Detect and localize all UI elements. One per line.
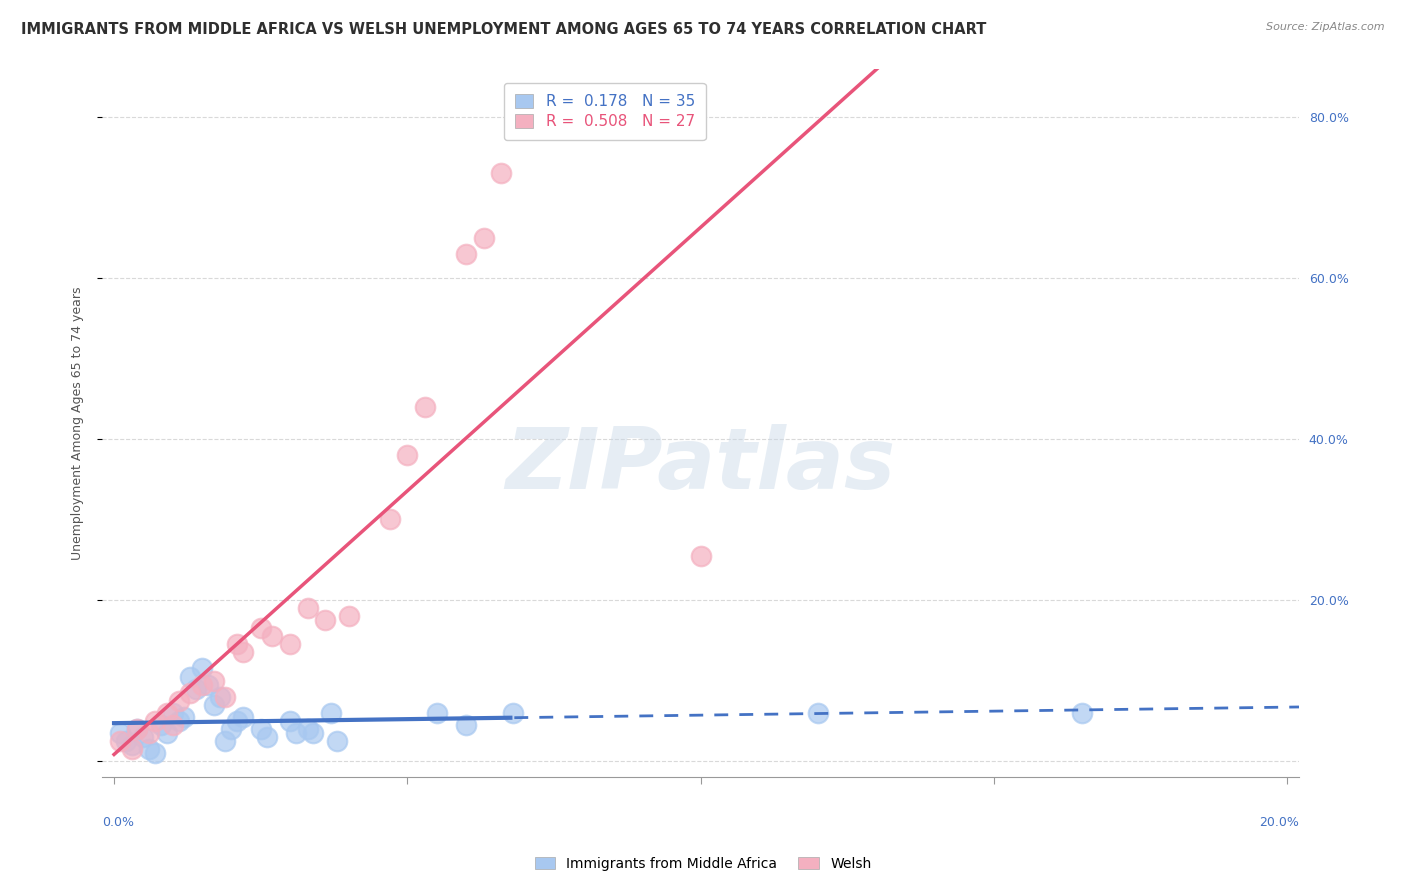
Point xyxy=(319,706,342,720)
Point xyxy=(314,613,336,627)
Point xyxy=(197,677,219,691)
Point xyxy=(226,637,249,651)
Point xyxy=(284,726,307,740)
Point xyxy=(138,742,160,756)
Legend: R =  0.178   N = 35, R =  0.508   N = 27: R = 0.178 N = 35, R = 0.508 N = 27 xyxy=(505,83,706,140)
Point xyxy=(121,742,143,756)
Point xyxy=(302,726,325,740)
Point xyxy=(202,673,225,688)
Point xyxy=(426,706,449,720)
Point xyxy=(689,549,711,563)
Point xyxy=(262,629,284,643)
Point xyxy=(191,661,214,675)
Point xyxy=(221,722,243,736)
Point xyxy=(179,669,201,683)
Point xyxy=(108,734,131,748)
Point xyxy=(121,738,143,752)
Point xyxy=(249,722,271,736)
Point xyxy=(179,685,201,699)
Point xyxy=(108,726,131,740)
Text: ZIPatlas: ZIPatlas xyxy=(506,424,896,507)
Point xyxy=(378,512,401,526)
Point xyxy=(162,718,184,732)
Text: IMMIGRANTS FROM MIDDLE AFRICA VS WELSH UNEMPLOYMENT AMONG AGES 65 TO 74 YEARS CO: IMMIGRANTS FROM MIDDLE AFRICA VS WELSH U… xyxy=(21,22,987,37)
Point xyxy=(214,690,236,704)
Legend: Immigrants from Middle Africa, Welsh: Immigrants from Middle Africa, Welsh xyxy=(529,851,877,876)
Point xyxy=(127,722,149,736)
Point xyxy=(502,706,524,720)
Point xyxy=(202,698,225,712)
Point xyxy=(191,677,214,691)
Point xyxy=(167,693,190,707)
Point xyxy=(149,718,172,732)
Point xyxy=(186,681,208,696)
Point xyxy=(167,714,190,728)
Point xyxy=(326,734,349,748)
Point xyxy=(396,448,419,462)
Point xyxy=(256,730,278,744)
Point xyxy=(208,690,231,704)
Text: Source: ZipAtlas.com: Source: ZipAtlas.com xyxy=(1267,22,1385,32)
Point xyxy=(413,400,436,414)
Point xyxy=(127,722,149,736)
Point xyxy=(807,706,830,720)
Point xyxy=(156,706,179,720)
Point xyxy=(232,710,254,724)
Point xyxy=(226,714,249,728)
Point xyxy=(143,714,166,728)
Point xyxy=(297,601,319,615)
Point xyxy=(173,710,195,724)
Point xyxy=(1071,706,1094,720)
Point xyxy=(249,621,271,635)
Point xyxy=(278,714,301,728)
Point xyxy=(454,718,477,732)
Point xyxy=(232,645,254,659)
Point xyxy=(214,734,236,748)
Point xyxy=(337,609,360,624)
Point xyxy=(143,746,166,760)
Point xyxy=(138,726,160,740)
Text: 20.0%: 20.0% xyxy=(1260,816,1299,830)
Point xyxy=(156,726,179,740)
Point xyxy=(278,637,301,651)
Point xyxy=(132,730,155,744)
Text: 0.0%: 0.0% xyxy=(103,816,135,830)
Point xyxy=(114,734,136,748)
Point xyxy=(472,230,495,244)
Point xyxy=(162,706,184,720)
Point xyxy=(454,246,477,260)
Point xyxy=(297,722,319,736)
Point xyxy=(489,166,512,180)
Y-axis label: Unemployment Among Ages 65 to 74 years: Unemployment Among Ages 65 to 74 years xyxy=(72,286,84,559)
